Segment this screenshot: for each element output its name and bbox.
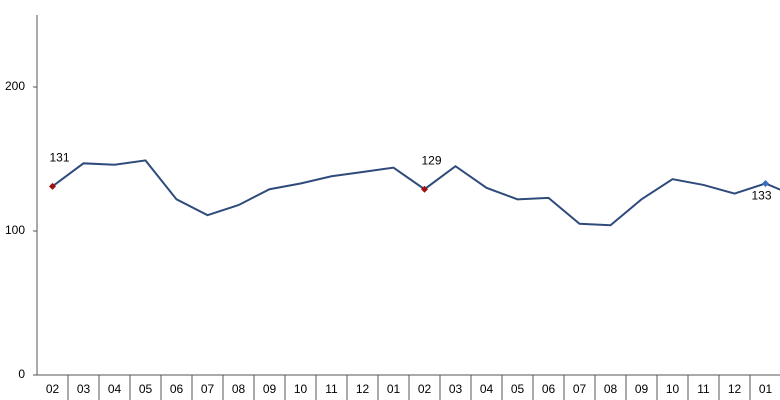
data-label: 129 [421,153,441,167]
point-marker [762,179,769,187]
x-tick-label: 05 [511,382,525,396]
x-tick-label: 08 [232,382,246,396]
y-tick-label: 100 [5,223,25,237]
x-tick-label: 09 [263,382,277,396]
x-tick-label: 08 [604,382,618,396]
x-tick-label: 01 [387,382,401,396]
data-label: 133 [751,189,771,203]
x-tick-label: 03 [449,382,463,396]
x-tick-label: 11 [325,382,338,396]
x-tick-label: 10 [294,382,308,396]
line [51,159,780,227]
x-tick-label: 02 [418,382,432,396]
x-tick-label: 04 [480,382,494,396]
x-tick-label: 06 [170,382,184,396]
x-tick-label: 05 [139,382,153,396]
x-tick-label: 04 [108,382,122,396]
x-tick-label: 06 [542,382,556,396]
x-tick-label: 09 [635,382,649,396]
x-tick-label: 07 [573,382,587,396]
x-tick-label: 11 [697,382,710,396]
x-tick-label: 10 [666,382,680,396]
point-marker [421,185,428,193]
point-marker [49,182,56,190]
x-tick-label: 01 [759,382,773,396]
x-tick-label: 03 [77,382,91,396]
x-tick-label: 12 [356,382,370,396]
y-tick-label: 0 [18,367,25,381]
y-tick-label: 200 [5,79,25,93]
x-tick-label: 07 [201,382,215,396]
data-label: 131 [49,151,69,165]
x-tick-label: 02 [46,382,60,396]
x-tick-label: 12 [728,382,742,396]
